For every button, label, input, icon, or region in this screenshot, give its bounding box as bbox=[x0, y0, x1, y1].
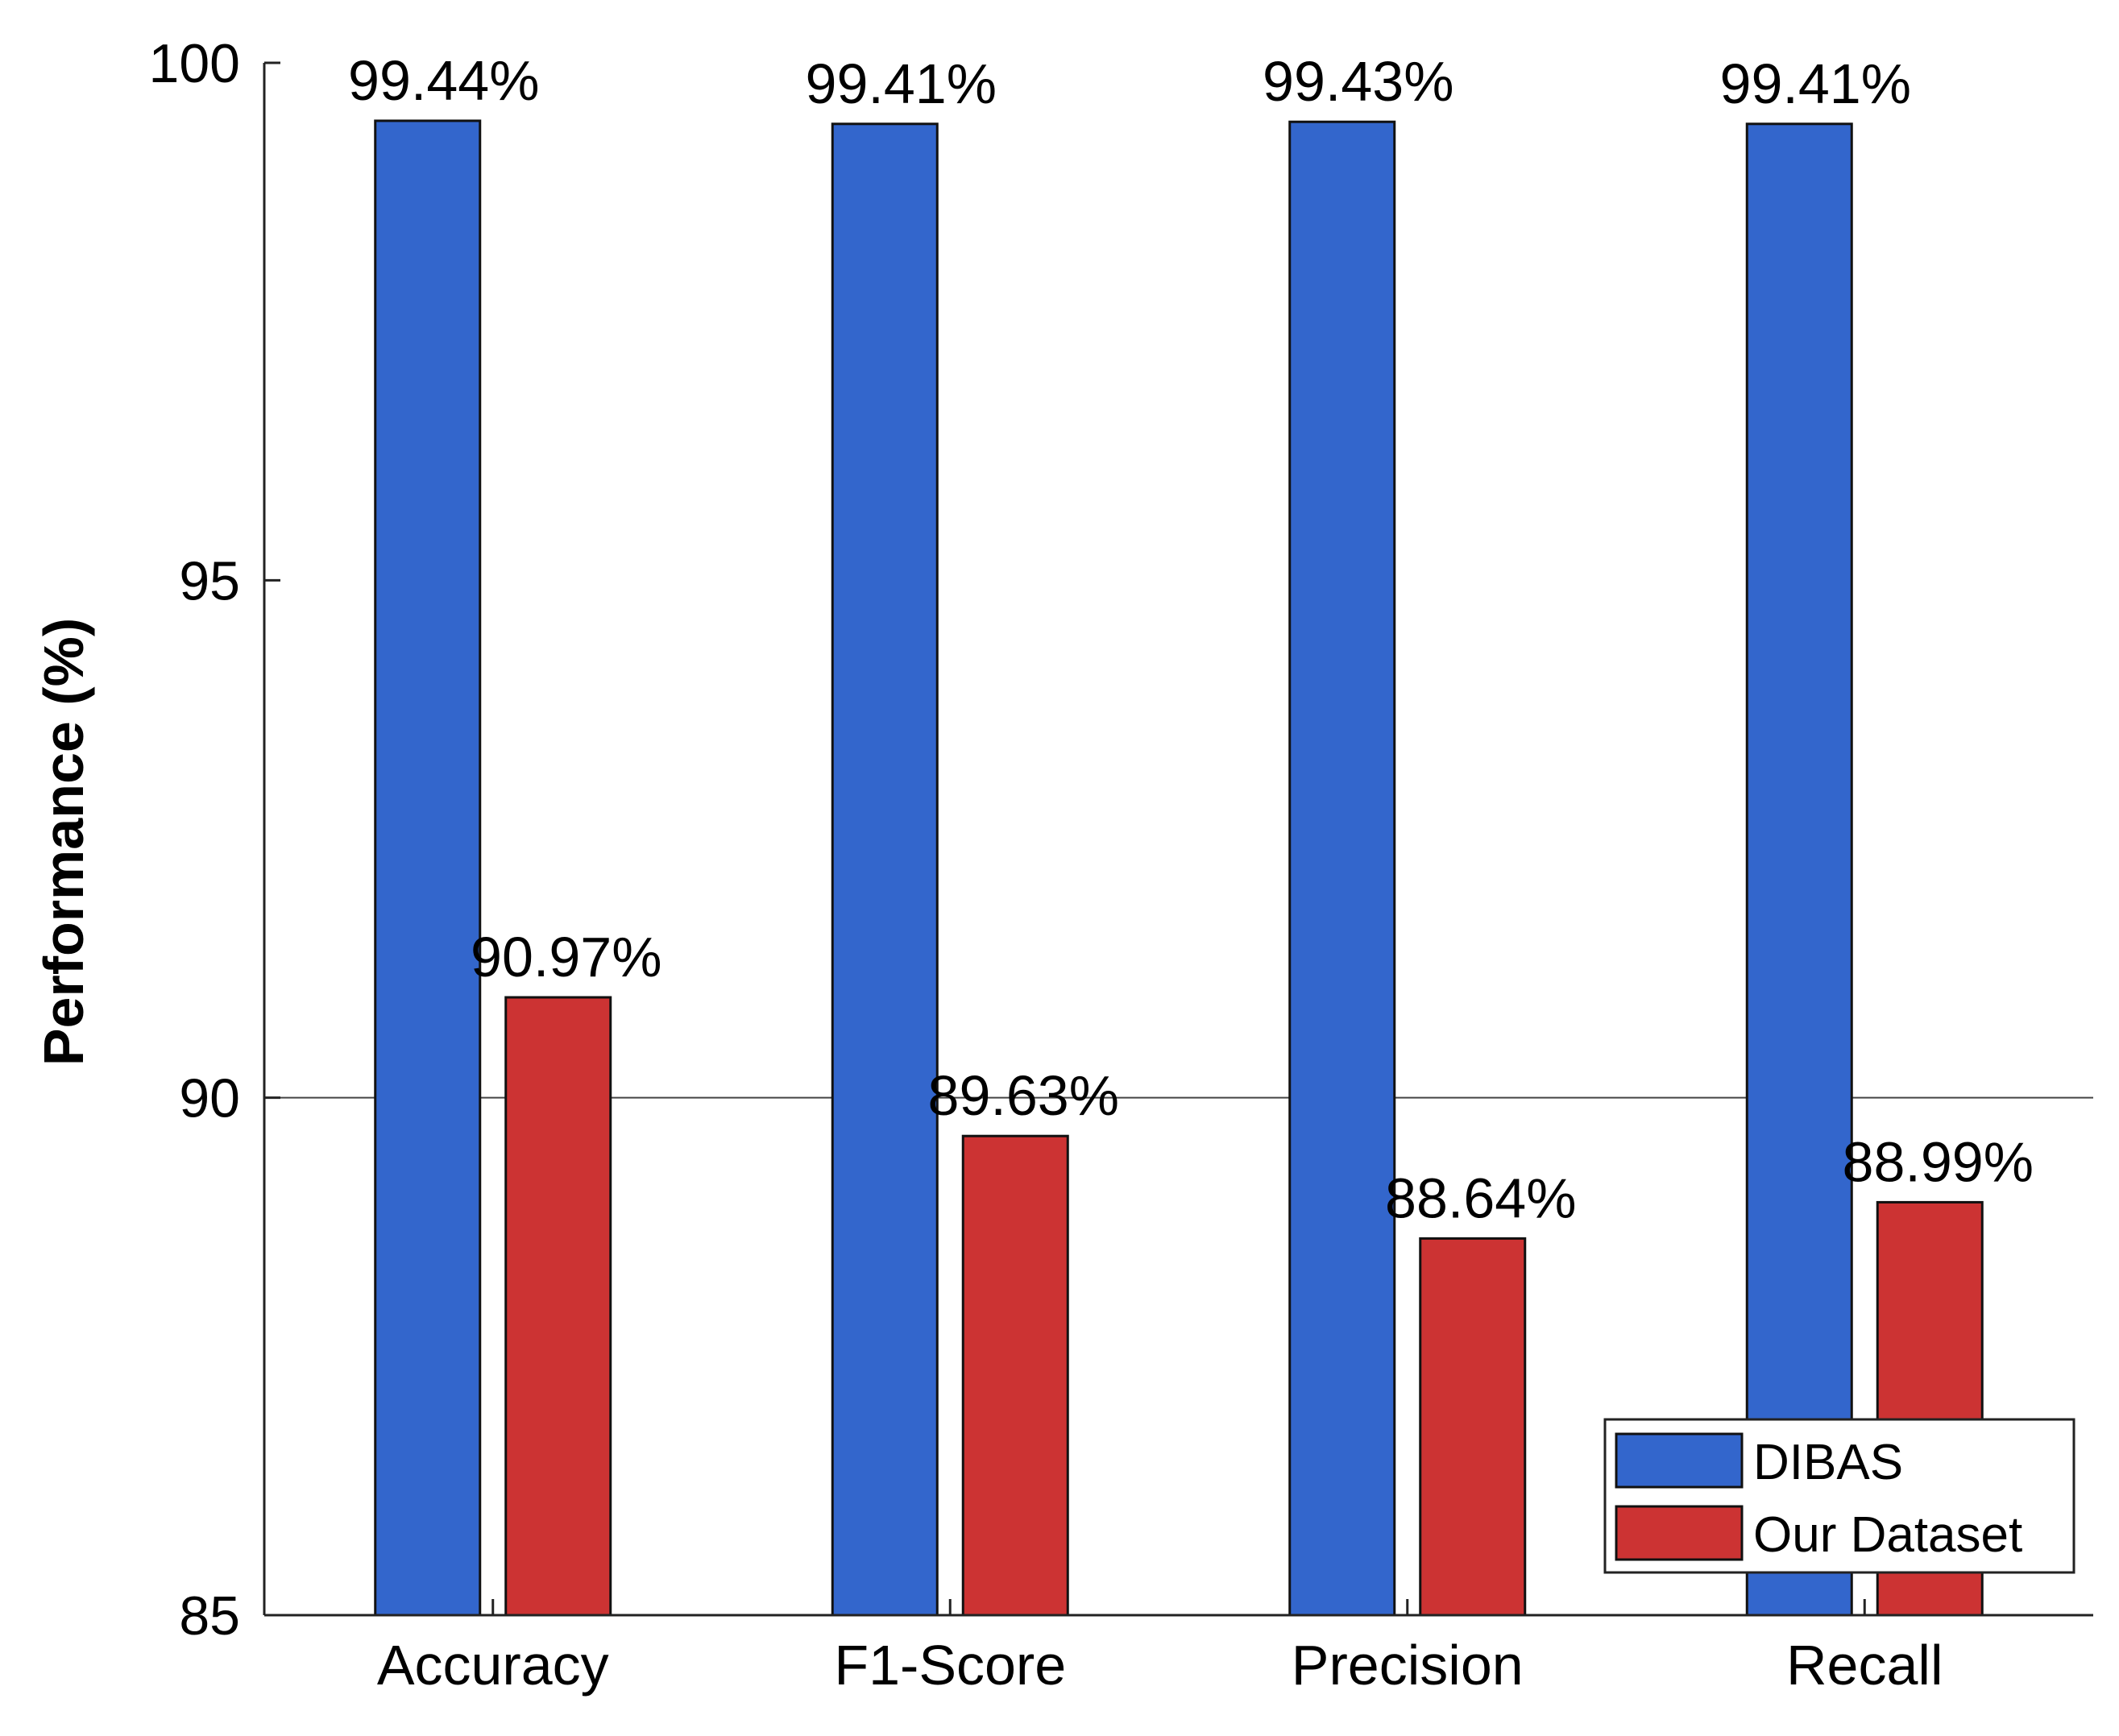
y-tick-label: 100 bbox=[149, 33, 240, 94]
data-label: 99.43% bbox=[1263, 50, 1453, 113]
bar-our-dataset-precision bbox=[1419, 1237, 1527, 1617]
y-tick-label: 95 bbox=[179, 550, 240, 611]
legend-swatch-dibas bbox=[1615, 1432, 1744, 1489]
y-ticks-group: 85 90 95 100 bbox=[149, 33, 280, 1647]
bar-dibas-accuracy bbox=[374, 119, 482, 1617]
data-labels-group: 99.44% 90.97% 99.41% 89.63% 99.43% 88.64% 99.4… bbox=[348, 49, 2034, 1229]
legend-swatch-our-dataset bbox=[1615, 1505, 1744, 1561]
data-label: 88.64% bbox=[1385, 1166, 1576, 1229]
data-label: 88.99% bbox=[1843, 1130, 2034, 1193]
data-label: 89.63% bbox=[928, 1064, 1119, 1127]
data-label: 99.41% bbox=[1720, 52, 1911, 115]
data-label: 99.44% bbox=[348, 49, 539, 112]
data-label: 90.97% bbox=[471, 926, 661, 988]
bars-group bbox=[374, 119, 1984, 1617]
data-label: 99.41% bbox=[806, 52, 997, 115]
y-axis-title: Performance (%) bbox=[32, 618, 95, 1066]
bar-dibas-recall bbox=[1745, 122, 1853, 1617]
legend-label-our-dataset: Our Dataset bbox=[1753, 1507, 2022, 1563]
x-tick-label: Recall bbox=[1786, 1634, 1943, 1697]
legend: DIBAS Our Dataset bbox=[1603, 1418, 2075, 1574]
y-tick-label: 85 bbox=[179, 1585, 240, 1647]
x-tick-label: Accuracy bbox=[377, 1634, 609, 1697]
bar-our-dataset-accuracy bbox=[504, 996, 612, 1617]
x-tick-label: Precision bbox=[1292, 1634, 1524, 1697]
legend-label-dibas: DIBAS bbox=[1753, 1435, 1903, 1490]
x-tick-label: F1-Score bbox=[834, 1634, 1066, 1697]
x-ticks-group: Accuracy F1-Score Precision Recall bbox=[377, 1599, 1943, 1697]
bar-dibas-f1-score bbox=[831, 122, 939, 1617]
bar-our-dataset-f1-score bbox=[961, 1134, 1069, 1617]
bar-dibas-precision bbox=[1288, 120, 1396, 1617]
y-tick-label: 90 bbox=[179, 1068, 240, 1129]
